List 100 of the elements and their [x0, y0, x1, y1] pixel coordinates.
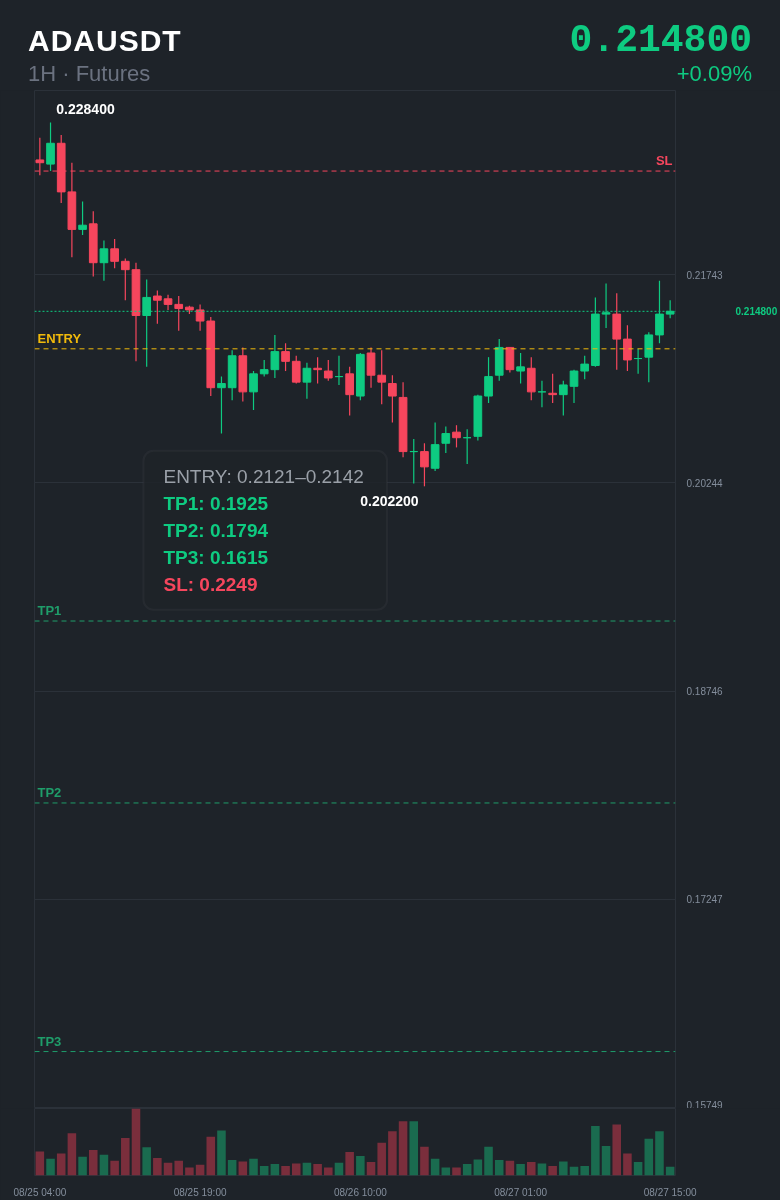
candlestick	[505, 346, 515, 374]
bar	[473, 1159, 483, 1176]
y-tick-label: 0.18746	[686, 686, 724, 698]
candlestick	[323, 359, 333, 382]
candlestick	[430, 421, 440, 472]
bar	[494, 1160, 504, 1176]
bar	[591, 1125, 600, 1176]
candlestick	[46, 121, 55, 172]
bar	[227, 1160, 237, 1176]
ref-line-label: TP1	[37, 603, 62, 619]
bar	[185, 1167, 194, 1176]
bar	[291, 1163, 301, 1176]
bar	[601, 1146, 611, 1176]
candlestick	[537, 380, 547, 408]
bar	[206, 1136, 216, 1176]
candlestick	[580, 355, 590, 380]
x-tick-label: 08/27 15:00	[643, 1186, 698, 1198]
x-tick-label: 08/25 19:00	[173, 1186, 227, 1198]
x-tick-label: 08/27 01:00	[494, 1186, 548, 1198]
ref-line-label: 0.214800	[735, 306, 778, 318]
bar	[633, 1162, 643, 1176]
bar	[153, 1158, 162, 1176]
candlestick	[302, 362, 312, 400]
bar	[559, 1161, 568, 1176]
ref-line-label: SL	[655, 153, 673, 169]
bar	[324, 1167, 333, 1176]
annotation: TP1: 0.1925	[163, 492, 269, 514]
candlestick	[548, 373, 557, 404]
bar	[462, 1164, 472, 1176]
bar	[527, 1162, 536, 1176]
bar	[131, 1108, 141, 1176]
annotation: ENTRY: 0.2121–0.2142	[163, 465, 364, 487]
candlestick	[217, 376, 226, 435]
candlestick	[377, 349, 387, 405]
bar	[99, 1154, 109, 1176]
candlestick	[345, 366, 354, 417]
candlestick	[452, 424, 461, 449]
bar	[644, 1138, 654, 1176]
annotation: SL: 0.2249	[163, 573, 258, 595]
y-tick-label: 0.21743	[686, 269, 724, 281]
candlestick	[526, 356, 536, 401]
bar	[249, 1158, 258, 1176]
candlestick	[249, 370, 258, 411]
bar	[46, 1158, 55, 1176]
annotation: 0.202200	[360, 493, 419, 510]
candlestick	[110, 238, 119, 269]
candlestick	[195, 303, 205, 332]
bar	[655, 1131, 664, 1176]
candlestick	[484, 356, 493, 404]
annotation: 0.228400	[56, 101, 115, 118]
annotation: TP3: 0.1615	[163, 546, 269, 568]
candlestick	[569, 369, 579, 404]
candlestick	[441, 425, 451, 454]
candlestick	[388, 374, 397, 424]
chart-subtitle: 1H · Futures	[28, 60, 151, 88]
candlestick	[99, 239, 109, 282]
candlestick	[174, 295, 184, 332]
bar	[56, 1153, 66, 1176]
bar	[110, 1160, 119, 1176]
bar	[548, 1166, 557, 1176]
bar	[516, 1164, 525, 1176]
y-tick-label: 0.20244	[686, 477, 724, 489]
candlestick	[558, 380, 568, 417]
bar	[238, 1161, 248, 1176]
annotation: TP2: 0.1794	[163, 519, 269, 541]
bar	[388, 1131, 397, 1176]
ref-line-label: ENTRY	[37, 330, 82, 346]
x-tick-label: 08/25 04:00	[13, 1186, 67, 1198]
candlestick	[313, 356, 322, 385]
bar	[484, 1146, 493, 1176]
bar	[270, 1164, 280, 1176]
bar	[452, 1167, 461, 1176]
bar	[78, 1156, 87, 1176]
bar	[398, 1121, 408, 1176]
bar	[366, 1162, 376, 1176]
bar	[35, 1151, 45, 1176]
bar	[430, 1158, 440, 1176]
x-tick-label: 08/26 10:00	[333, 1186, 388, 1198]
candlestick	[644, 331, 654, 383]
bar	[537, 1163, 547, 1176]
bar	[88, 1150, 98, 1176]
bar	[612, 1124, 622, 1176]
ref-line-label: TP2	[37, 784, 62, 800]
y-tick-label: 0.15749	[686, 1099, 724, 1111]
bar	[356, 1156, 365, 1176]
candlestick	[420, 442, 429, 487]
candlestick	[153, 289, 162, 325]
bar	[441, 1167, 451, 1176]
bar	[420, 1146, 429, 1176]
bar	[142, 1147, 151, 1176]
candlestick	[120, 257, 130, 301]
bar	[259, 1166, 269, 1176]
chart-title: ADAUSDT	[28, 23, 182, 59]
bar	[281, 1166, 290, 1176]
bar	[121, 1137, 130, 1176]
candlestick	[281, 342, 290, 372]
bar	[580, 1166, 589, 1176]
y-tick-label: 0.17247	[686, 894, 724, 906]
bar	[377, 1142, 386, 1176]
candlestick	[366, 346, 376, 389]
